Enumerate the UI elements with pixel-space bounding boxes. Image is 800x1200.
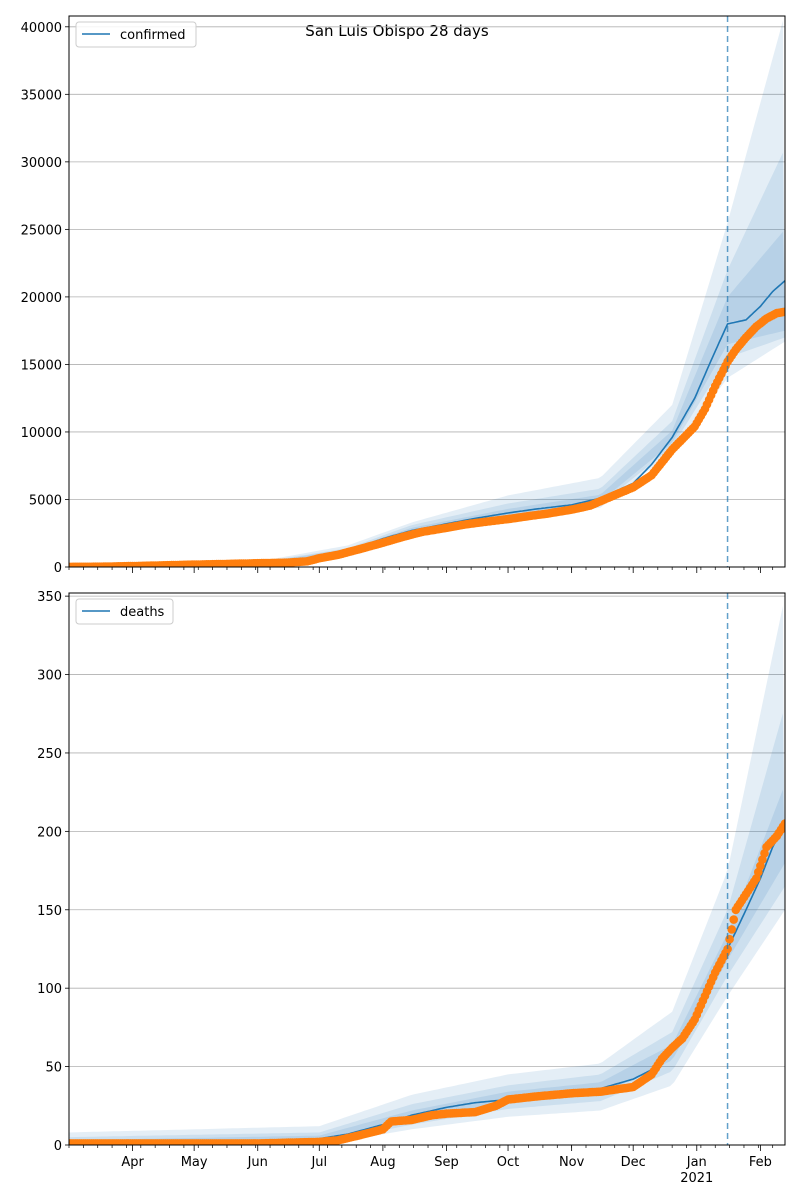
legend-box <box>75 598 174 625</box>
uncertainty-band <box>69 152 785 567</box>
x-tick-label: Jul <box>310 1155 327 1170</box>
y-tick-label: 150 <box>37 904 62 919</box>
x-tick-label: Dec <box>621 1155 646 1170</box>
observed-point <box>727 925 736 934</box>
y-tick-label: 250 <box>37 747 62 762</box>
axes-frame <box>68 15 786 568</box>
observed-point <box>725 934 734 944</box>
y-tick-label: 300 <box>37 669 62 684</box>
y-tick-label: 30000 <box>21 156 62 171</box>
legend-label: deaths <box>120 605 165 620</box>
figure-title: San Luis Obispo 28 days <box>305 22 489 40</box>
legend-label: confirmed <box>120 28 186 43</box>
y-tick-label: 25000 <box>21 223 62 238</box>
plot-area <box>69 20 785 567</box>
y-tick-label: 350 <box>37 590 62 605</box>
y-tick-label: 5000 <box>29 493 62 508</box>
uncertainty-band <box>69 713 785 1145</box>
legend: confirmed <box>75 21 197 48</box>
y-tick-label: 100 <box>37 982 62 997</box>
uncertainty-band <box>69 20 785 567</box>
observed-point <box>729 915 738 924</box>
x-tick-label: May <box>181 1155 208 1170</box>
plot-area <box>69 605 785 1145</box>
x-tick-label: Aug <box>370 1155 395 1170</box>
deaths-panel: 0 50 100 150 200 250 300 350 Apr May Jun Jul Aug Sep O… <box>37 590 786 1186</box>
x-tick-label: Oct <box>497 1155 519 1170</box>
uncertainty-band <box>69 605 785 1145</box>
y-tick-label: 35000 <box>21 88 62 103</box>
y-tick-label: 200 <box>37 825 62 840</box>
y-tick-label: 20000 <box>21 291 62 306</box>
x-tick-label: Nov <box>559 1155 585 1170</box>
y-tick-label: 0 <box>54 1139 62 1154</box>
legend: deaths <box>75 598 174 625</box>
legend-box <box>75 21 197 48</box>
observed-point <box>780 307 785 317</box>
y-tick-label: 0 <box>54 561 62 576</box>
confirmed-panel: 0 5000 10000 15000 20000 25000 30000 35000 40000… <box>21 15 786 576</box>
y-tick-label: 40000 <box>21 21 62 36</box>
y-tick-label: 10000 <box>21 426 62 441</box>
x-tick-label: Sep <box>434 1155 459 1170</box>
x-year-label: 2021 <box>680 1171 713 1186</box>
x-tick-label: Jan <box>686 1155 707 1170</box>
x-tick-label: Jun <box>247 1155 268 1170</box>
x-tick-label: Apr <box>121 1155 144 1170</box>
y-tick-label: 50 <box>45 1061 62 1076</box>
y-tick-label: 15000 <box>21 358 62 373</box>
observed-point <box>780 819 785 828</box>
axes-frame <box>68 592 786 1146</box>
x-tick-label: Feb <box>749 1155 772 1170</box>
